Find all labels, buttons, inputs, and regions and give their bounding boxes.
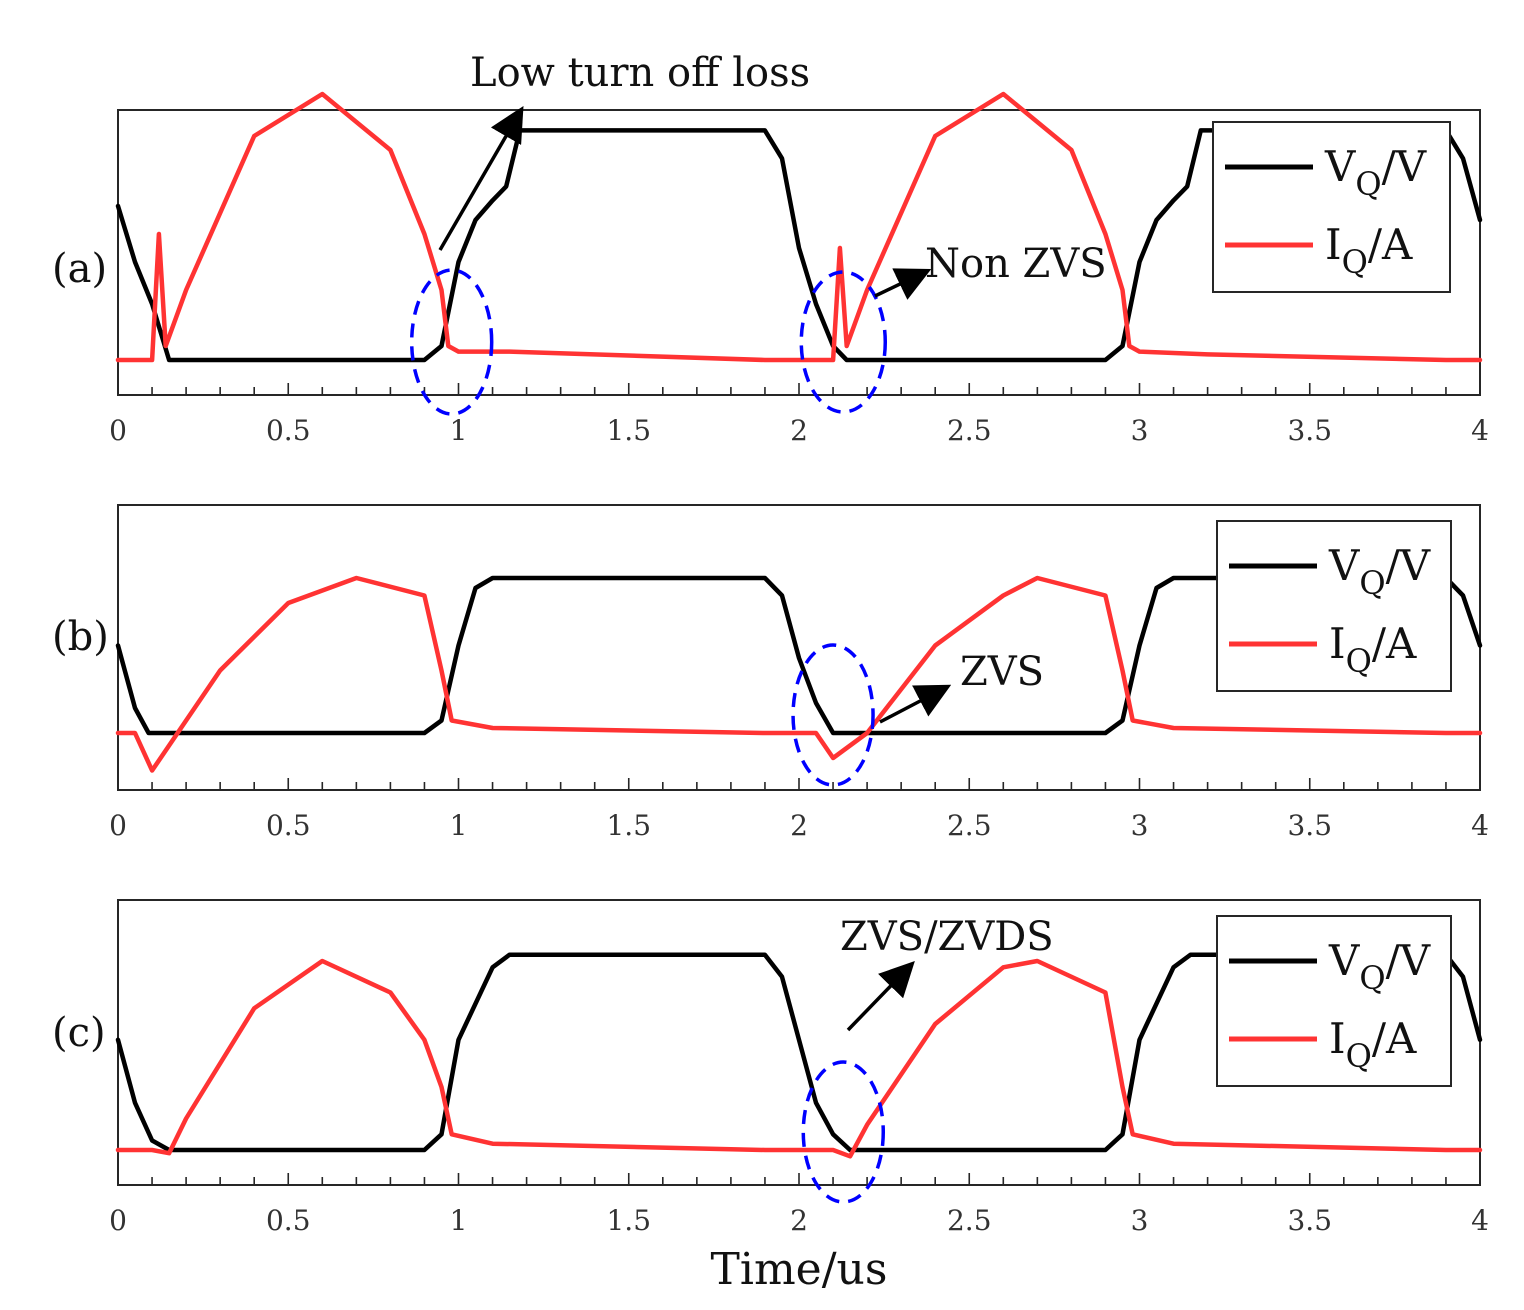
panel-3-legend-box [1216, 915, 1452, 1087]
panel-2-x-tick-label: 2.5 [947, 809, 992, 842]
panel-2-x-tick-label: 3.5 [1287, 809, 1332, 842]
panel-3-voltage-line [115, 952, 1483, 1153]
panel-1-label: (a) [52, 246, 107, 292]
panel-2-legend-box [1216, 520, 1452, 692]
panel-1-highlight-ellipse [409, 268, 494, 416]
panel-2-current-line [115, 575, 1483, 773]
panel-1-x-tick-label: 1.5 [606, 414, 651, 447]
panel-3-x-tick-label: 2.5 [947, 1204, 992, 1237]
panel-1-x-tick-label: 0 [109, 414, 127, 447]
panel-1-legend-entry: IQ/A [1325, 220, 1413, 281]
panel-2-x-tick-label: 1 [450, 809, 468, 842]
panel-1-x-tick-label: 3 [1131, 414, 1149, 447]
panel-2-x-tick-label: 1.5 [606, 809, 651, 842]
panel-1-legend-entry: VQ/V [1324, 142, 1427, 203]
panel-3-highlight-ellipse [801, 1060, 886, 1204]
panel-2-x-tick-label: 0 [109, 809, 127, 842]
panel-3-annotation-arrow [846, 960, 915, 1032]
panel-1-x-tick-label: 2.5 [947, 414, 992, 447]
panel-1-x-tick-label: 0.5 [266, 414, 311, 447]
panel-2-x-tick-label: 2 [790, 809, 808, 842]
panel-2-x-tick-label: 0.5 [266, 809, 311, 842]
panel-2-voltage-line [115, 575, 1483, 736]
panel-1-annotation-text: Low turn off loss [470, 50, 810, 96]
panel-3-x-tick-label: 1 [450, 1204, 468, 1237]
panel-3-x-tick-label: 4 [1471, 1204, 1489, 1237]
panel-2-legend-entry: VQ/V [1328, 541, 1431, 602]
panel-1-voltage-line [115, 128, 1483, 363]
panel-2-annotation-text: ZVS [960, 649, 1044, 695]
panel-3-current-line [115, 958, 1483, 1159]
panel-3-x-tick-label: 1.5 [606, 1204, 651, 1237]
panel-2-label: (b) [52, 614, 109, 660]
panel-2-x-tick-label: 3 [1131, 809, 1149, 842]
panel-3-legend-entry: IQ/A [1329, 1014, 1417, 1075]
panel-3-label: (c) [52, 1010, 106, 1056]
panel-3-annotation-text: ZVS/ZVDS [840, 914, 1054, 960]
panel-1-highlight-ellipse [799, 270, 888, 414]
panel-3-x-tick-label: 0 [109, 1204, 127, 1237]
panel-3-x-tick-label: 2 [790, 1204, 808, 1237]
panel-1-annotation-arrow [438, 105, 524, 251]
panel-3-legend-entry: VQ/V [1328, 936, 1431, 997]
panel-1-annotation-text: Non ZVS [925, 241, 1107, 287]
panel-2-annotation-arrow [879, 684, 952, 724]
panel-3-x-tick-label: 3.5 [1287, 1204, 1332, 1237]
panel-2-x-tick-label: 4 [1471, 809, 1489, 842]
panel-1-x-tick-label: 2 [790, 414, 808, 447]
panel-1-annotation-arrow [874, 268, 932, 300]
panel-2-highlight-ellipse [791, 643, 875, 787]
panel-1-x-tick-label: 4 [1471, 414, 1489, 447]
panel-1-current-line [115, 91, 1483, 363]
panel-1-x-tick-label: 1 [450, 414, 468, 447]
panel-1-legend-box [1212, 121, 1451, 293]
panel-2-legend-entry: IQ/A [1329, 619, 1417, 680]
panel-3-x-tick-label: 0.5 [266, 1204, 311, 1237]
panel-3-x-tick-label: 3 [1131, 1204, 1149, 1237]
x-axis-label: Time/us [711, 1244, 888, 1295]
panel-1-x-tick-label: 3.5 [1287, 414, 1332, 447]
